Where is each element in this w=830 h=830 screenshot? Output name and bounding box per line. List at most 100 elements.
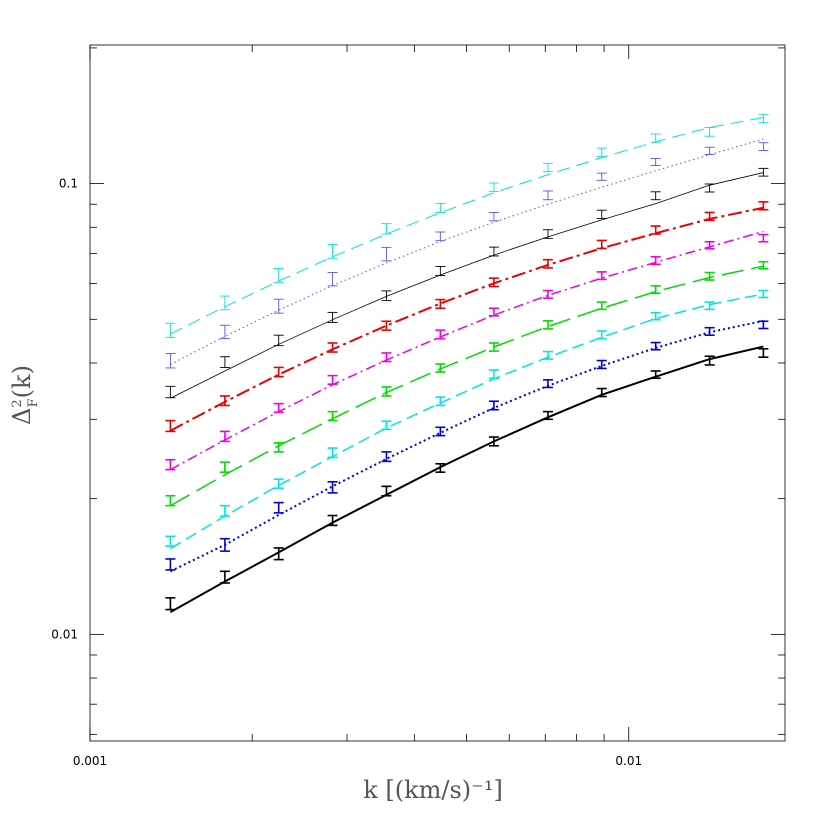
- error-bar-point: [327, 514, 338, 527]
- error-bar-point: [219, 356, 230, 368]
- plot-frame: [89, 44, 786, 742]
- error-bar-point: [542, 289, 553, 299]
- error-bar-point: [650, 311, 661, 321]
- error-bar-point: [327, 447, 338, 459]
- error-bar-point: [273, 334, 284, 347]
- error-bar-point: [327, 272, 338, 287]
- error-bar-point: [435, 265, 446, 277]
- error-bar-point: [435, 462, 446, 473]
- error-bar-point: [435, 426, 446, 437]
- error-bar-point: [381, 246, 392, 262]
- series-4: [165, 260, 769, 507]
- error-bar-point: [542, 350, 553, 360]
- error-bar-point: [381, 290, 392, 302]
- error-bar-point: [488, 246, 499, 257]
- y-axis-label-superscript: 2: [10, 399, 25, 407]
- error-bar-point: [542, 410, 553, 421]
- x-axis-label: k [(km/s)⁻¹]: [363, 776, 503, 804]
- error-bar-point: [704, 271, 715, 281]
- error-bar-point: [435, 231, 446, 242]
- error-bar-point: [219, 537, 230, 552]
- series-line: [170, 293, 764, 550]
- series-2: [165, 319, 769, 573]
- error-bar-point: [542, 258, 553, 269]
- error-bar-point: [327, 481, 338, 494]
- error-bar-point: [435, 329, 446, 340]
- error-bar-point: [596, 271, 607, 281]
- error-bar-point: [165, 322, 176, 338]
- error-bar-point: [381, 451, 392, 463]
- tick-labels: 0.001 0.01 0.01 0.1: [51, 177, 642, 768]
- error-bar-point: [596, 301, 607, 311]
- series-line: [170, 138, 764, 365]
- error-bar-point: [650, 225, 661, 235]
- error-bar-point: [381, 352, 392, 363]
- error-bar-point: [704, 127, 715, 137]
- error-bar-point: [488, 182, 499, 192]
- error-bar-point: [758, 233, 769, 243]
- error-bar-point: [435, 396, 446, 407]
- error-bar-point: [327, 374, 338, 385]
- error-bar-point: [650, 370, 661, 380]
- error-bar-point: [758, 113, 769, 124]
- error-bar-point: [219, 295, 230, 311]
- y-tick-label: 0.1: [59, 177, 78, 191]
- error-bar-point: [273, 501, 284, 514]
- error-bar-point: [596, 239, 607, 250]
- error-bar-point: [488, 307, 499, 317]
- series-5: [165, 230, 769, 471]
- error-bar-point: [704, 240, 715, 250]
- error-bar-point: [704, 355, 715, 366]
- y-axis-label-symbol: Δ: [8, 408, 36, 425]
- error-bar-point: [488, 342, 499, 352]
- error-bar-point: [596, 359, 607, 370]
- error-bar-point: [650, 191, 661, 201]
- error-bar-point: [596, 330, 607, 340]
- error-bar-point: [650, 158, 661, 166]
- error-bar-point: [488, 277, 499, 288]
- error-bar-point: [273, 268, 284, 283]
- error-bar-point: [273, 366, 284, 378]
- error-bar-point: [542, 320, 553, 330]
- error-bar-point: [488, 436, 499, 447]
- error-bar-point: [650, 285, 661, 295]
- x-tick-label: 0.001: [73, 754, 107, 768]
- error-bar-point: [219, 430, 230, 443]
- error-bar-point: [435, 203, 446, 213]
- error-bar-point: [165, 558, 176, 571]
- error-bar-point: [596, 172, 607, 181]
- error-bar-point: [273, 547, 284, 561]
- error-bar-point: [650, 256, 661, 266]
- error-bar-point: [219, 570, 230, 584]
- error-bar-point: [758, 348, 769, 358]
- error-bar-point: [219, 461, 230, 473]
- series-8: [165, 138, 769, 369]
- error-bar-point: [488, 369, 499, 380]
- error-bar-point: [435, 363, 446, 373]
- error-bar-point: [381, 320, 392, 331]
- error-bar-point: [596, 387, 607, 398]
- series-3: [165, 289, 769, 550]
- error-bar-point: [381, 485, 392, 497]
- error-bar-point: [381, 420, 392, 431]
- y-axis-label-subscript: F: [26, 398, 41, 407]
- error-bar-point: [165, 419, 176, 433]
- error-bar-point: [650, 133, 661, 143]
- error-bar-point: [596, 147, 607, 157]
- error-bar-point: [758, 167, 769, 177]
- axis-ticks: [89, 45, 785, 741]
- y-axis-label-tail: (k): [8, 365, 36, 398]
- error-bar-point: [273, 298, 284, 314]
- series-line: [169, 345, 764, 614]
- error-bar-point: [704, 326, 715, 336]
- error-bar-point: [219, 395, 230, 407]
- series-line: [169, 319, 764, 573]
- series-line: [170, 230, 764, 471]
- series-line: [170, 172, 764, 399]
- y-tick-label: 0.01: [51, 627, 78, 641]
- error-bar-point: [327, 342, 338, 353]
- error-bar-point: [327, 410, 338, 422]
- error-bar-point: [650, 341, 661, 351]
- series-6: [165, 201, 769, 433]
